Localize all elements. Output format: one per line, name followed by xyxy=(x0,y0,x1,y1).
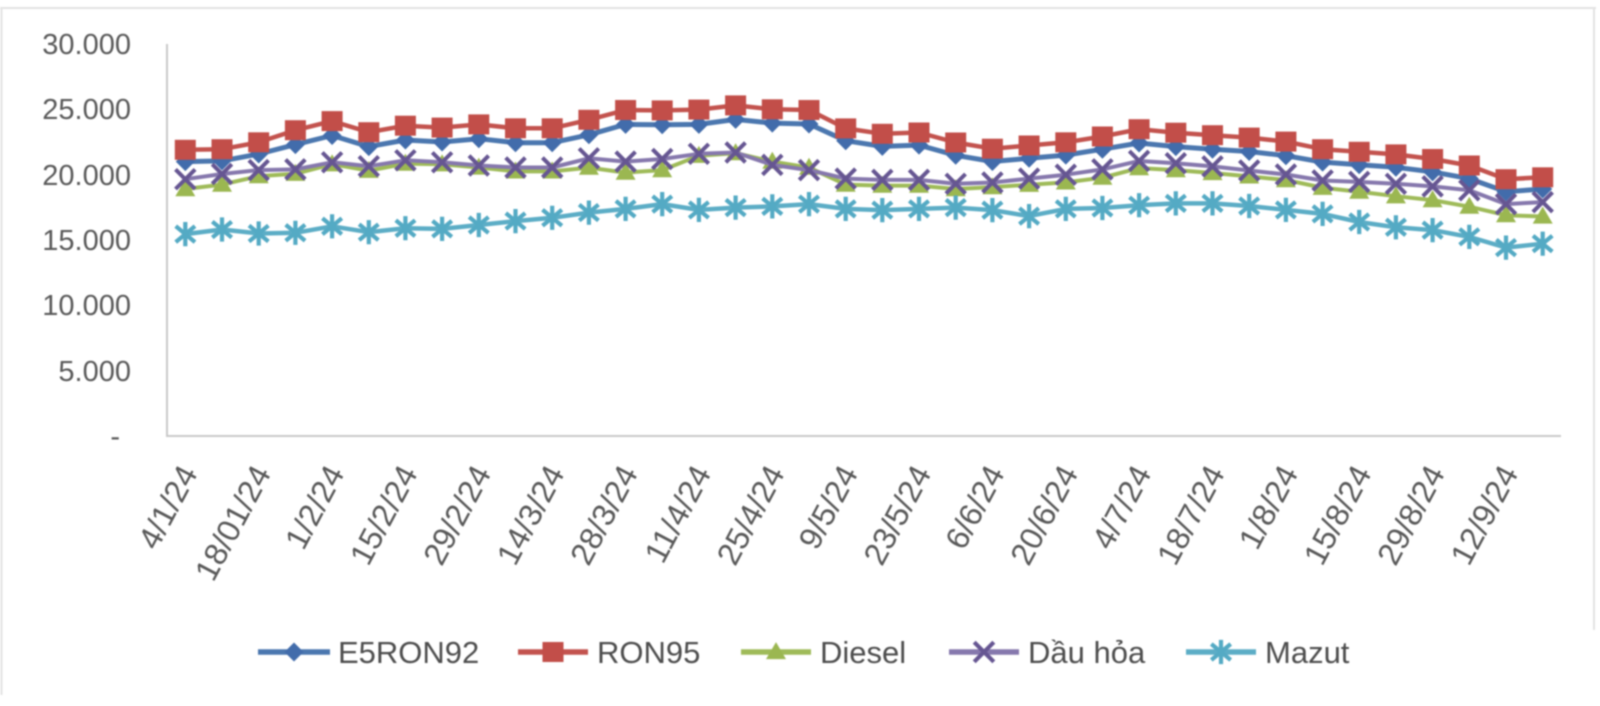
svg-text:Dầu hỏa: Dầu hỏa xyxy=(1028,635,1146,670)
svg-text:25.000: 25.000 xyxy=(42,94,131,126)
svg-text:Diesel: Diesel xyxy=(820,635,906,670)
svg-text:-: - xyxy=(110,421,120,453)
svg-text:15.000: 15.000 xyxy=(42,225,131,257)
svg-text:10.000: 10.000 xyxy=(42,290,131,322)
svg-text:20.000: 20.000 xyxy=(42,160,131,192)
svg-text:E5RON92: E5RON92 xyxy=(338,635,479,670)
svg-text:5.000: 5.000 xyxy=(58,356,131,388)
svg-text:RON95: RON95 xyxy=(597,635,700,670)
svg-text:30.000: 30.000 xyxy=(42,29,131,61)
svg-text:Mazut: Mazut xyxy=(1265,635,1350,670)
